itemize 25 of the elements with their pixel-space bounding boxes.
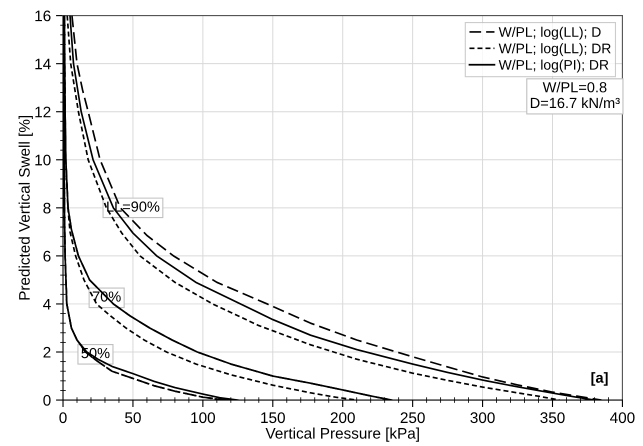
legend-label: W/PL; log(PI); DR xyxy=(498,60,608,73)
x-tick-label: 50 xyxy=(125,412,141,424)
y-tick-label: 6 xyxy=(43,250,51,262)
x-tick-label: 250 xyxy=(400,412,425,424)
x-tick-label: 100 xyxy=(191,412,216,424)
y-tick-label: 0 xyxy=(43,394,51,406)
x-tick-label: 200 xyxy=(330,412,355,424)
x-axis-title: Vertical Pressure [kPa] xyxy=(266,428,419,442)
annotation: W/PL=0.8 D=16.7 kN/m³ xyxy=(530,82,620,108)
legend-label: W/PL; log(LL); DR xyxy=(498,43,611,56)
x-tick-label: 350 xyxy=(540,412,565,424)
y-tick-label: 14 xyxy=(35,58,51,70)
x-tick-label: 400 xyxy=(610,412,635,424)
y-tick-label: 8 xyxy=(43,202,51,214)
y-tick-label: 2 xyxy=(43,346,50,358)
x-tick-label: 300 xyxy=(470,412,495,424)
y-tick-label: 4 xyxy=(43,298,51,310)
y-tick-label: 16 xyxy=(35,10,51,22)
y-tick-label: 10 xyxy=(35,154,51,166)
annotation: [a] xyxy=(591,372,608,386)
x-tick-label: 0 xyxy=(59,412,67,424)
x-tick-label: 150 xyxy=(261,412,285,424)
y-tick-label: 12 xyxy=(35,106,50,118)
legend-label: W/PL; log(LL); D xyxy=(498,26,601,40)
y-axis-title: Predicted Vertical Swell [%] xyxy=(18,116,33,300)
